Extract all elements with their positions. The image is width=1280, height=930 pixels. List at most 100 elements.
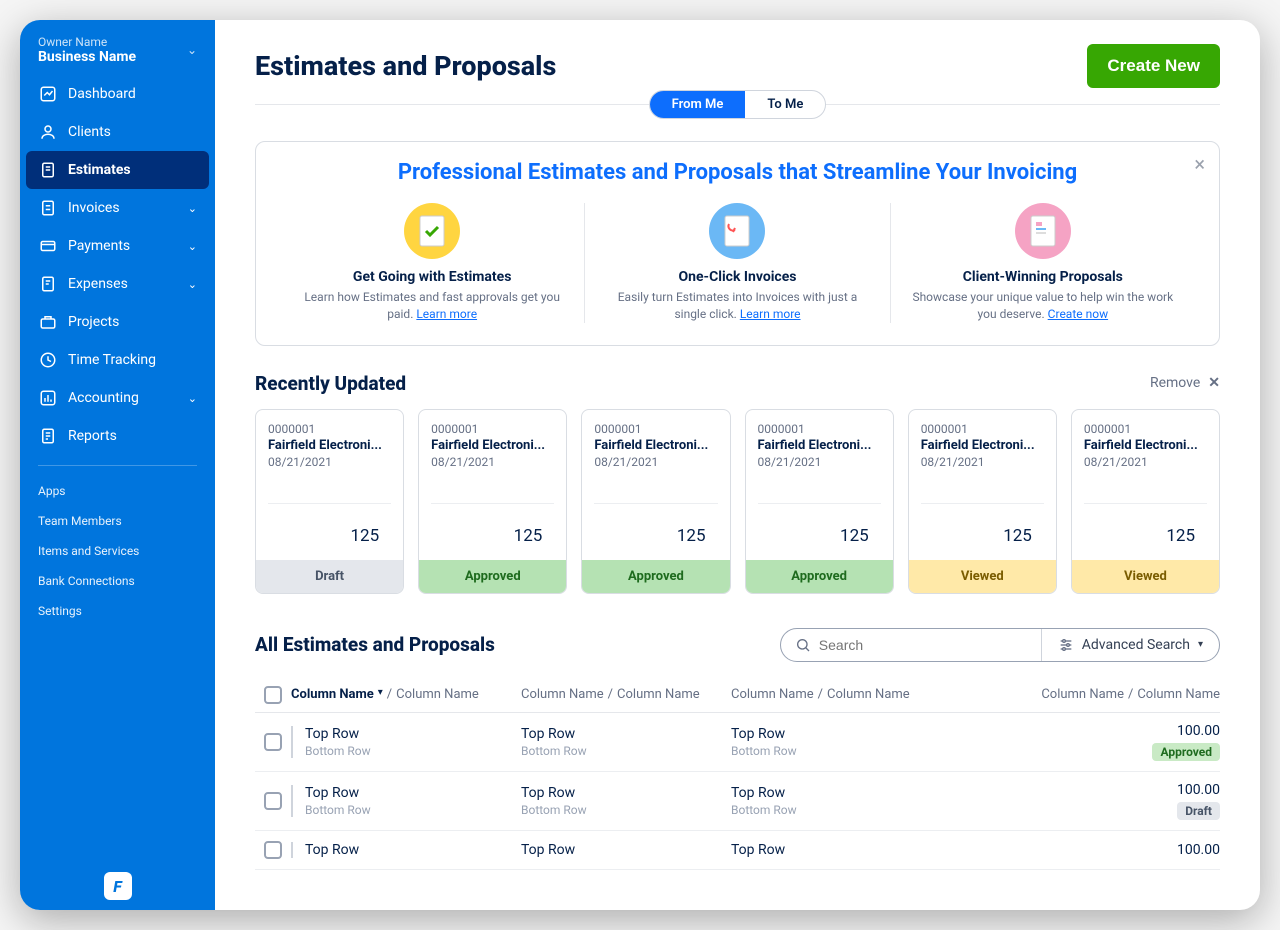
card-amount: 125 [1084, 503, 1207, 556]
sidebar: Owner Name Business Name ⌄ Dashboard Clie… [20, 20, 215, 910]
card-amount: 125 [431, 503, 554, 556]
search-group: Advanced Search ▾ [780, 628, 1220, 662]
banner-title: Professional Estimates and Proposals tha… [280, 160, 1195, 185]
sidebar-item-invoices[interactable]: Invoices⌄ [20, 189, 215, 227]
recent-card[interactable]: 0000001Fairfield Electroni...08/21/20211… [1071, 409, 1220, 594]
table-row[interactable]: Top RowBottom RowTop RowBottom RowTop Ro… [255, 713, 1220, 772]
chevron-down-icon: ▾ [1198, 639, 1203, 650]
advanced-search-button[interactable]: Advanced Search ▾ [1041, 629, 1219, 661]
sidebar-item-projects[interactable]: Projects [20, 303, 215, 341]
sidebar-item-dashboard[interactable]: Dashboard [20, 75, 215, 113]
card-client: Fairfield Electroni... [921, 438, 1044, 453]
banner-col-desc: Showcase your unique value to help win t… [907, 289, 1179, 323]
create-new-button[interactable]: Create New [1087, 44, 1220, 88]
row-checkbox[interactable] [264, 792, 282, 810]
card-icon [38, 236, 58, 256]
chevron-down-icon: ⌄ [187, 43, 197, 57]
cell-bottom: Bottom Row [305, 803, 521, 817]
owner-name: Owner Name [38, 35, 136, 49]
card-date: 08/21/2021 [268, 455, 391, 469]
search-input[interactable] [819, 637, 1027, 653]
banner-col-desc: Learn how Estimates and fast approvals g… [296, 289, 568, 323]
sidebar-nav: DashboardClientsEstimatesInvoices⌄Paymen… [20, 75, 215, 455]
sidebar-subitem-team-members[interactable]: Team Members [20, 506, 215, 536]
logo-icon: F [104, 872, 132, 900]
banner-icon [1015, 203, 1071, 259]
sidebar-item-reports[interactable]: Reports [20, 417, 215, 455]
status-badge: Draft [1177, 802, 1220, 820]
cell-top: Top Row [305, 785, 521, 801]
select-all-checkbox[interactable] [264, 686, 282, 704]
sidebar-subitem-settings[interactable]: Settings [20, 596, 215, 626]
recent-card[interactable]: 0000001Fairfield Electroni...08/21/20211… [581, 409, 730, 594]
status-badge: Viewed [1072, 560, 1219, 593]
table-header: All Estimates and Proposals Advanced Sea… [255, 628, 1220, 662]
col-header[interactable]: Column Name [731, 687, 814, 702]
close-icon[interactable]: × [1194, 152, 1205, 176]
report-icon [38, 426, 58, 446]
cell-bottom: Bottom Row [521, 803, 731, 817]
banner-columns: Get Going with EstimatesLearn how Estima… [280, 203, 1195, 323]
card-amount: 125 [921, 503, 1044, 556]
sidebar-header[interactable]: Owner Name Business Name ⌄ [20, 20, 215, 75]
sidebar-subitem-apps[interactable]: Apps [20, 476, 215, 506]
status-badge: Approved [746, 560, 893, 593]
tab-from-me[interactable]: From Me [650, 91, 746, 118]
sidebar-subitem-items-and-services[interactable]: Items and Services [20, 536, 215, 566]
banner-link[interactable]: Learn more [740, 307, 801, 321]
banner-link[interactable]: Create now [1048, 307, 1108, 321]
col-header[interactable]: Column Name [521, 687, 604, 702]
table-row[interactable]: Top RowBottom RowTop RowBottom RowTop Ro… [255, 772, 1220, 831]
recent-card[interactable]: 0000001Fairfield Electroni...08/21/20211… [418, 409, 567, 594]
status-badge: Approved [1152, 743, 1220, 761]
banner-icon [709, 203, 765, 259]
cell-bottom: Bottom Row [731, 744, 961, 758]
nav-label: Clients [68, 124, 111, 140]
cell-top: Top Row [305, 842, 521, 858]
chevron-down-icon: ⌄ [188, 240, 197, 253]
app-window: Owner Name Business Name ⌄ Dashboard Clie… [20, 20, 1260, 910]
clock-icon [38, 350, 58, 370]
recent-card[interactable]: 0000001Fairfield Electroni...08/21/20211… [908, 409, 1057, 594]
card-amount: 125 [594, 503, 717, 556]
sidebar-subitem-bank-connections[interactable]: Bank Connections [20, 566, 215, 596]
recent-card[interactable]: 0000001Fairfield Electroni...08/21/20211… [745, 409, 894, 594]
search-icon [795, 637, 811, 653]
col-header-sub: Column Name [396, 687, 479, 702]
chevron-down-icon: ⌄ [188, 278, 197, 291]
sidebar-item-payments[interactable]: Payments ⌄ [20, 227, 215, 265]
card-id: 0000001 [594, 422, 717, 436]
row-checkbox[interactable] [264, 841, 282, 859]
sidebar-item-accounting[interactable]: Accounting⌄ [20, 379, 215, 417]
remove-link[interactable]: Remove ✕ [1150, 375, 1220, 391]
table-head: Column Name▾ / Column Name Column Name /… [255, 678, 1220, 713]
main-content: Estimates and Proposals Create New From … [215, 20, 1260, 910]
row-checkbox[interactable] [264, 733, 282, 751]
col-header[interactable]: Column Name [1041, 687, 1124, 702]
tab-to-me[interactable]: To Me [745, 91, 825, 118]
sidebar-item-time-tracking[interactable]: Time Tracking [20, 341, 215, 379]
table-row[interactable]: Top RowTop RowTop Row100.00 [255, 831, 1220, 870]
col-header[interactable]: Column Name [291, 687, 374, 702]
card-id: 0000001 [1084, 422, 1207, 436]
cell-amount: 100.00 [961, 782, 1220, 798]
nav-label: Time Tracking [68, 352, 156, 368]
recent-card[interactable]: 0000001Fairfield Electroni...08/21/20211… [255, 409, 404, 594]
sidebar-item-expenses[interactable]: Expenses ⌄ [20, 265, 215, 303]
search-box[interactable] [781, 629, 1041, 661]
close-icon: ✕ [1208, 375, 1220, 391]
status-badge: Viewed [909, 560, 1056, 593]
card-date: 08/21/2021 [431, 455, 554, 469]
sidebar-footer: F [20, 862, 215, 910]
banner-link[interactable]: Learn more [416, 307, 477, 321]
sidebar-item-clients[interactable]: Clients [20, 113, 215, 151]
table-title: All Estimates and Proposals [255, 633, 495, 656]
card-date: 08/21/2021 [1084, 455, 1207, 469]
card-amount: 125 [268, 503, 391, 556]
nav-label: Estimates [68, 162, 131, 178]
nav-label: Expenses [68, 276, 128, 292]
sidebar-item-estimates[interactable]: Estimates [26, 151, 209, 189]
nav-label: Payments [68, 238, 130, 254]
recent-cards: 0000001 Fairfield Electroni... 08/21/2021 1… [255, 409, 1220, 594]
card-id: 0000001 [431, 422, 554, 436]
